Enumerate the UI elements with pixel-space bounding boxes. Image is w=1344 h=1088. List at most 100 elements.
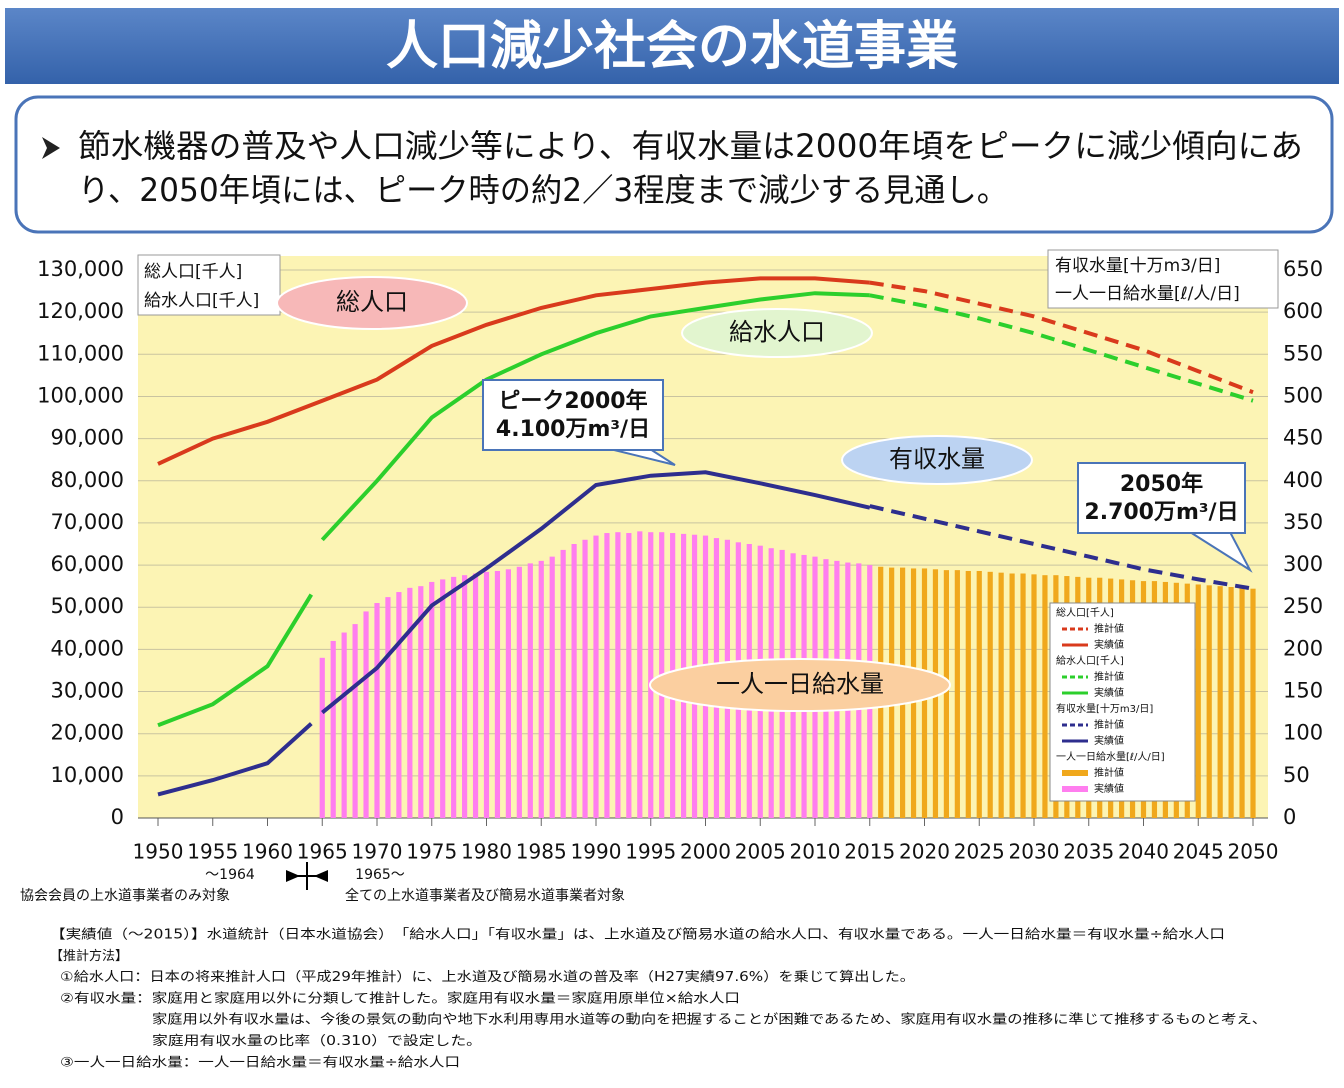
legend-item: 推計値 [1094, 718, 1124, 731]
x-tick-label: 1955 [187, 840, 238, 864]
legend-item: 実績値 [1094, 638, 1124, 651]
summary-box [14, 95, 1334, 234]
x-tick-label: 1950 [133, 840, 184, 864]
bar [407, 587, 413, 818]
y2-axis-label: 一人一日給水量[ℓ/人/日] [1055, 284, 1240, 304]
x-tick-label: 1965 [297, 840, 348, 864]
bar [648, 532, 654, 818]
y2-tick-label: 450 [1283, 426, 1323, 450]
bar [494, 570, 501, 818]
bar [987, 571, 993, 818]
bar [571, 544, 577, 818]
bar [1042, 575, 1048, 818]
y2-tick-label: 0 [1283, 805, 1296, 829]
y2-tick-label: 550 [1283, 341, 1323, 365]
bar [363, 611, 369, 818]
bar [1206, 585, 1212, 818]
x-tick-label: 2020 [899, 840, 950, 864]
x-tick-label: 1990 [571, 840, 622, 864]
bar [1195, 584, 1201, 818]
label-bubble [841, 435, 1033, 485]
x-note: ～1964 [205, 867, 255, 883]
bar [637, 531, 643, 818]
line [869, 280, 1254, 395]
bar [1250, 588, 1256, 818]
y-tick-label: 30,000 [51, 679, 124, 703]
x-tick-label: 2015 [844, 840, 895, 864]
y-tick-label: 60,000 [51, 552, 124, 576]
bar [976, 570, 982, 818]
x-tick-label: 1970 [352, 840, 403, 864]
bar [943, 570, 949, 818]
legend-item: 実績値 [1094, 734, 1124, 747]
legend-title: 総人口[千人] [1056, 606, 1114, 619]
bar [352, 624, 358, 818]
legend-title: 給水人口[千人] [1056, 654, 1124, 667]
bar [527, 563, 533, 818]
y2-tick-label: 500 [1283, 383, 1323, 407]
bar [1228, 586, 1234, 818]
bar [998, 572, 1004, 818]
y-tick-label: 70,000 [51, 510, 124, 534]
y2-tick-label: 650 [1283, 257, 1323, 281]
x-tick-label: 1985 [516, 840, 567, 864]
axis-label-box [1047, 249, 1279, 309]
y-tick-label: 90,000 [51, 426, 124, 450]
y-tick-label: 110,000 [37, 341, 124, 365]
series-label: 給水人口 [729, 318, 825, 346]
callout-box [482, 379, 664, 451]
x-tick-label: 1975 [406, 840, 457, 864]
y-axis-label: 総人口[千人] [144, 262, 242, 282]
line [157, 470, 871, 797]
x-tick-label: 1995 [625, 840, 676, 864]
note-line: 家庭用以外有収水量は、今後の景気の動向や地下水利用専用水道等の動向を把握すること… [152, 1012, 1267, 1028]
legend-item: 推計値 [1094, 622, 1124, 635]
bullet [42, 137, 60, 159]
x-tick-label: 2025 [954, 840, 1005, 864]
bar [462, 575, 468, 818]
x-tick-label: 2050 [1228, 840, 1279, 864]
bar [440, 579, 446, 818]
bar [1009, 573, 1015, 818]
x-tick-label: 2010 [790, 840, 841, 864]
line [157, 291, 870, 728]
series-label: 一人一日給水量 [716, 670, 884, 698]
page-title: 人口減少社会の水道事業 [386, 17, 958, 77]
x-tick-label: 1980 [461, 840, 512, 864]
y2-tick-label: 300 [1283, 552, 1323, 576]
bar [615, 532, 621, 818]
bar [341, 632, 347, 818]
legend-item: 実績値 [1094, 782, 1124, 795]
x-tick-label: 2040 [1118, 840, 1169, 864]
y-tick-label: 10,000 [51, 763, 124, 787]
x-tick-label: 2045 [1173, 840, 1224, 864]
bar [593, 535, 599, 818]
line [869, 293, 1254, 403]
bar [418, 586, 424, 818]
callout-text: 2050年 [1120, 471, 1203, 497]
bar [385, 597, 391, 818]
bar [429, 581, 435, 818]
bar [538, 560, 544, 818]
bar [582, 539, 588, 818]
bar [396, 592, 402, 818]
y-tick-label: 120,000 [37, 299, 124, 323]
y-tick-label: 130,000 [37, 257, 124, 281]
callout-text: 2.700万m³/日 [1084, 500, 1238, 525]
x-tick-label: 2000 [680, 840, 731, 864]
y2-tick-label: 350 [1283, 510, 1323, 534]
series-label: 有収水量 [889, 445, 985, 473]
note-line: ①給水人口：日本の将来推計人口（平成29年推計）に、上水道及び簡易水道の普及率（… [60, 969, 915, 985]
note-line: 【実績値（～2015）】水道統計（日本水道協会） 「給水人口」「有収水量」は、上… [50, 927, 1225, 943]
bar [319, 657, 325, 818]
y-tick-label: 40,000 [51, 636, 124, 660]
legend-title: 有収水量[十万m3/日] [1056, 702, 1153, 715]
summary-line: り、2050年頃には、ピーク時の約2／3程度まで減少する見通し。 [78, 171, 1008, 209]
callout-text: 4.100万m³/日 [496, 417, 650, 442]
bar [330, 640, 336, 818]
bar [1031, 574, 1037, 818]
x-note: 全ての上水道事業者及び簡易水道事業者対象 [345, 887, 625, 904]
bar [505, 569, 511, 818]
y2-tick-label: 150 [1283, 679, 1323, 703]
